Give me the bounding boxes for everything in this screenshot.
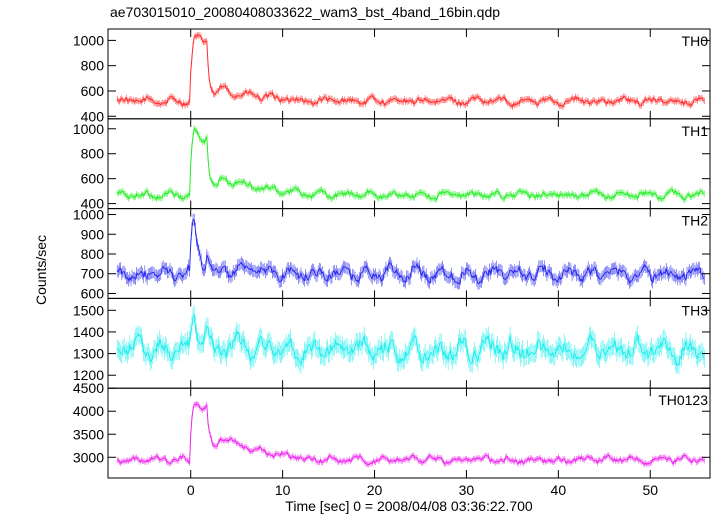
y-tick-label: 1000 bbox=[73, 32, 104, 48]
panel-label: TH0 bbox=[682, 33, 709, 49]
panel-th1: 400 600 800 1000 TH1 bbox=[73, 118, 711, 212]
panel-th0: 400 600 800 1000 TH0 bbox=[73, 28, 711, 124]
y-tick-label: 4500 bbox=[73, 380, 104, 396]
y-tick-label: 1400 bbox=[73, 324, 104, 340]
chart-title: ae703015010_20080408033622_wam3_bst_4ban… bbox=[110, 4, 500, 20]
y-tick-label: 600 bbox=[81, 171, 105, 187]
y-tick-label: 400 bbox=[81, 108, 105, 124]
y-tick-label: 1200 bbox=[73, 367, 104, 383]
panel-label: TH1 bbox=[682, 123, 709, 139]
series-errorbars-th2 bbox=[116, 213, 705, 290]
panel-th3: 1200 1300 1400 1500 TH3 bbox=[73, 297, 711, 389]
y-tick-label: 3000 bbox=[73, 449, 104, 465]
y-tick-label: 3500 bbox=[73, 426, 104, 442]
panel-th0123: 3000 3500 4000 4500 TH0123 bbox=[73, 380, 711, 479]
series-errorbars-th3 bbox=[116, 305, 705, 375]
y-tick-label: 400 bbox=[81, 196, 105, 212]
x-axis-label: Time [sec] 0 = 2008/04/08 03:36:22.700 bbox=[285, 498, 533, 514]
y-axis-label: Counts/sec bbox=[33, 235, 49, 305]
series-line-th3 bbox=[116, 312, 705, 367]
y-tick-label: 600 bbox=[81, 83, 105, 99]
x-tick-label: 30 bbox=[459, 482, 475, 498]
series-line-th2 bbox=[116, 219, 705, 285]
series-errorbars-th0 bbox=[116, 31, 705, 110]
y-tick-label: 800 bbox=[81, 58, 105, 74]
y-tick-label: 800 bbox=[81, 146, 105, 162]
x-tick-label: 20 bbox=[367, 482, 383, 498]
series-line-th1 bbox=[116, 126, 705, 201]
panel-frame bbox=[107, 28, 711, 120]
series-line-th0123 bbox=[117, 403, 705, 466]
x-tick-label: 0 bbox=[187, 482, 195, 498]
panel-label: TH3 bbox=[682, 302, 709, 318]
y-tick-label: 800 bbox=[81, 246, 105, 262]
x-tick-label: 40 bbox=[551, 482, 567, 498]
x-tick-label: 50 bbox=[642, 482, 658, 498]
y-tick-label: 4000 bbox=[73, 403, 104, 419]
y-tick-label: 900 bbox=[81, 226, 105, 242]
series-errorbars-th1 bbox=[116, 125, 705, 204]
panel-th2: 600 700 800 900 1000 TH2 bbox=[73, 207, 711, 301]
y-tick-label: 700 bbox=[81, 266, 105, 282]
panel-label: TH0123 bbox=[658, 392, 708, 408]
x-tick-label: 10 bbox=[275, 482, 291, 498]
panel-frame bbox=[107, 387, 711, 479]
y-tick-label: 1300 bbox=[73, 346, 104, 362]
y-tick-label: 1000 bbox=[73, 207, 104, 223]
panel-label: TH2 bbox=[682, 213, 709, 229]
series-line-th0 bbox=[116, 34, 705, 108]
y-tick-label: 1500 bbox=[73, 302, 104, 318]
y-tick-label: 600 bbox=[81, 285, 105, 301]
y-tick-label: 1000 bbox=[73, 121, 104, 137]
